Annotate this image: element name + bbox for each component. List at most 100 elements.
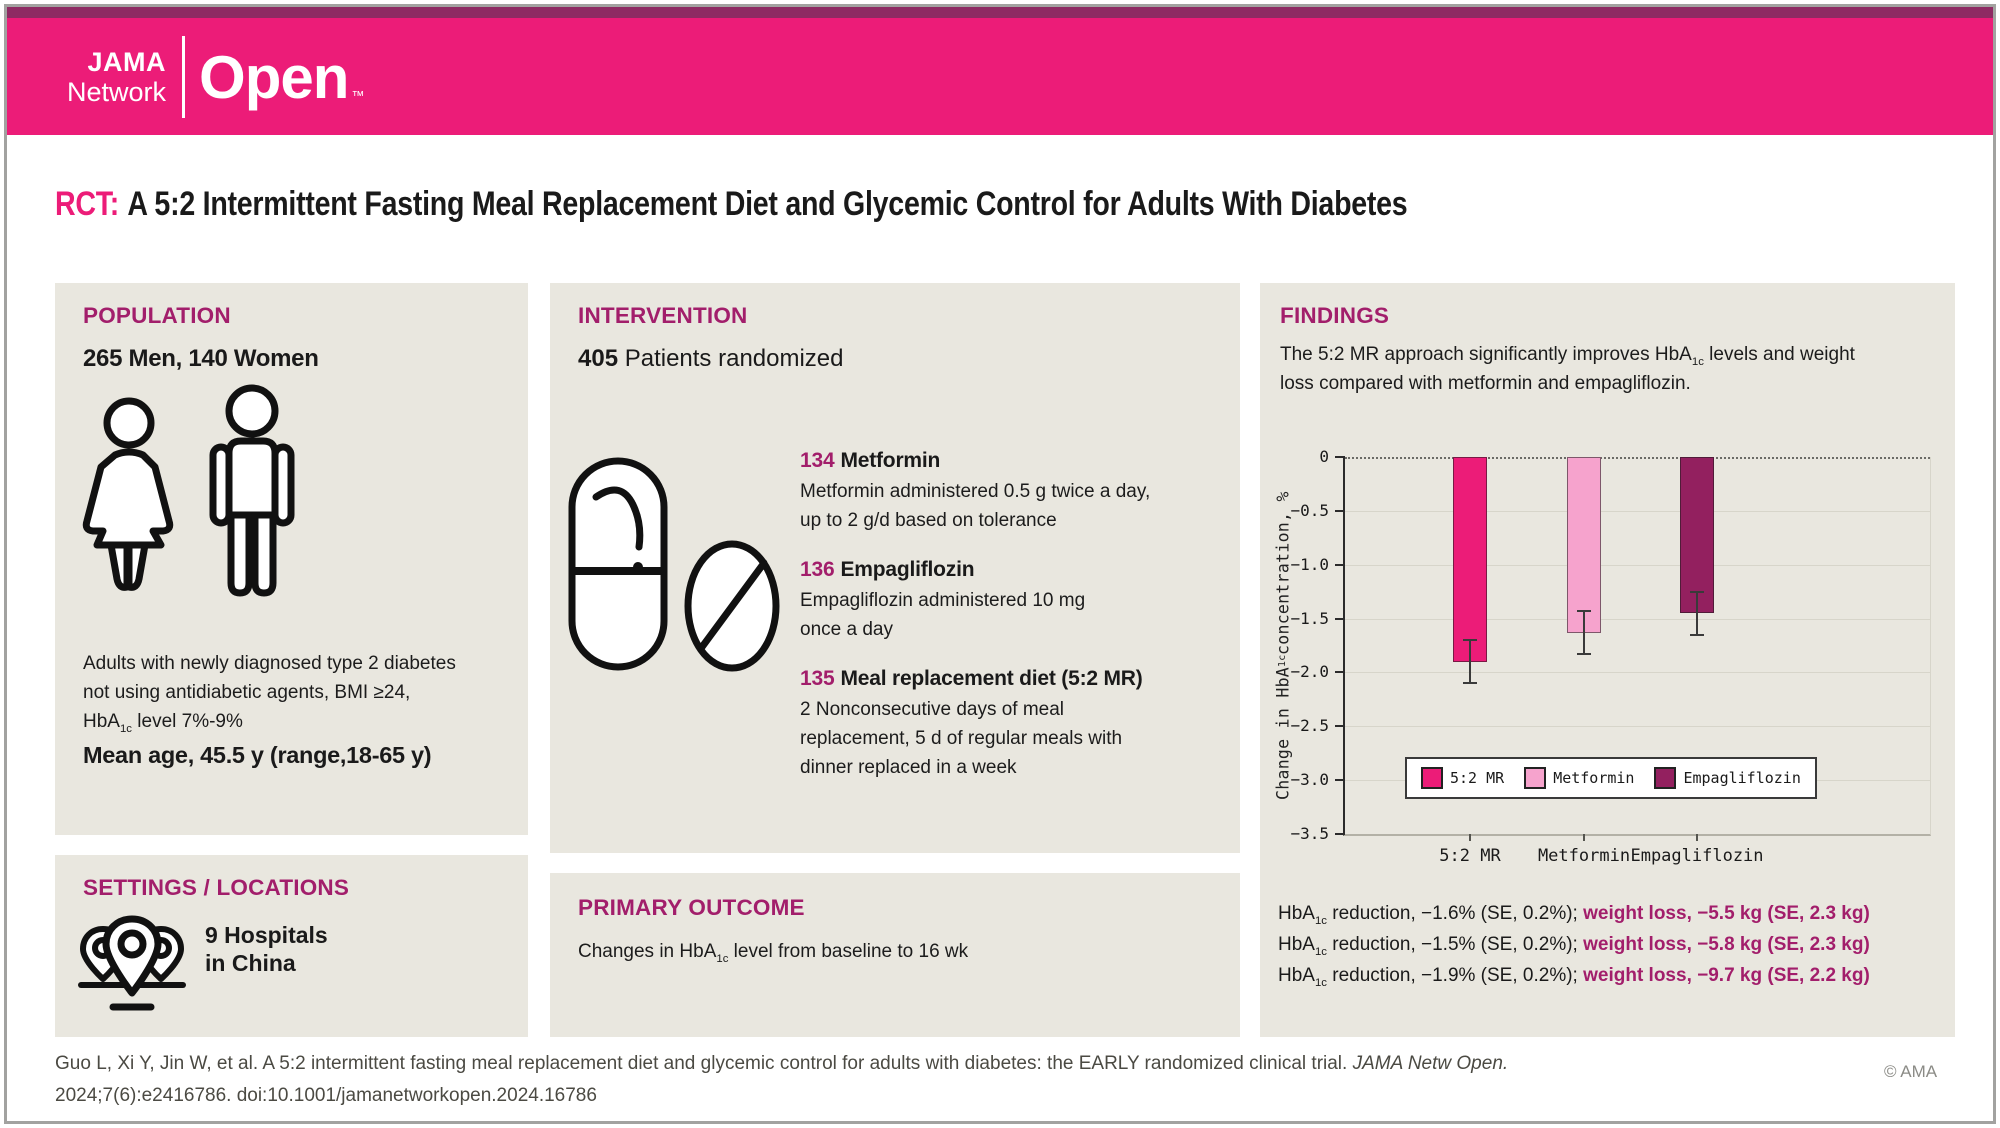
error-bar-cap [1690, 633, 1704, 636]
primary-outcome-heading: PRIMARY OUTCOME [578, 895, 805, 920]
patients-randomized-count: 405 [578, 345, 619, 372]
y-axis-tick [1335, 779, 1345, 782]
x-tick-label-5-2-mr: 5:2 MR [1439, 846, 1501, 866]
map-pins-icon [73, 911, 191, 1020]
group-meal-replacement: 135 Meal replacement diet (5:2 MR) 2 Nonc… [800, 667, 1230, 782]
y-tick-label: −3.0 [1290, 770, 1329, 790]
patients-randomized-label: Patients randomized [618, 345, 844, 372]
capsule-pill-icon [564, 453, 672, 680]
findings-panel: FINDINGS The 5:2 MR approach significant… [1260, 283, 1955, 1037]
group-name: Metformin [840, 449, 941, 472]
gridline [1345, 510, 1930, 512]
findings-results: HbA1c reduction, −1.6% (SE, 0.2%); weigh… [1278, 898, 1870, 991]
y-tick-label: −2.0 [1290, 662, 1329, 682]
x-tick-label-metformin: Metformin [1537, 846, 1631, 866]
intervention-panel: INTERVENTION 405 Patients randomized 134… [550, 283, 1240, 853]
legend-swatch [1524, 767, 1547, 789]
jama-network-open-logo: JAMA Network Open ™ [67, 36, 364, 118]
group-count: 135 [800, 667, 835, 690]
y-axis-tick [1335, 617, 1345, 620]
legend-label: 5:2 MR [1450, 769, 1505, 787]
legend-item-metformin: Metformin [1524, 767, 1634, 789]
primary-outcome-panel: PRIMARY OUTCOME Changes in HbA1c level f… [550, 873, 1240, 1037]
woman-icon [73, 393, 183, 610]
group-description: 2 Nonconsecutive days of meal replacement… [800, 699, 1123, 778]
patients-randomized: 405 Patients randomized [578, 345, 844, 373]
legend-swatch [1421, 767, 1443, 789]
group-count: 136 [800, 558, 835, 581]
group-description: Empagliflozin administered 10 mg once a d… [800, 590, 1086, 640]
findings-heading: FINDINGS [1280, 303, 1390, 328]
y-tick-label: −2.5 [1290, 716, 1329, 736]
error-bar-cap [1577, 653, 1591, 656]
title-text: A 5:2 Intermittent Fasting Meal Replacem… [127, 185, 1408, 223]
network-logo-text: Network [67, 77, 167, 107]
gridline [1345, 618, 1930, 620]
settings-line1: 9 Hospitals [205, 922, 328, 948]
settings-text: 9 Hospitals in China [205, 921, 328, 977]
x-axis-tick [1469, 834, 1471, 841]
group-empagliflozin: 136 Empagliflozin Empagliflozin administe… [800, 558, 1230, 644]
group-name: Empagliflozin [840, 558, 975, 581]
error-bar-cap [1690, 590, 1704, 593]
group-title: 135 Meal replacement diet (5:2 MR) [800, 667, 1230, 691]
population-stat: 265 Men, 140 Women [83, 345, 319, 372]
copyright-notice: © AMA [1884, 1062, 1938, 1081]
y-axis-tick [1335, 725, 1345, 728]
x-axis-tick [1696, 834, 1698, 841]
open-logo-text: Open [199, 43, 349, 111]
x-tick-label-empagliflozin: Empagliflozin [1630, 846, 1764, 866]
result-line-3: HbA1c reduction, −1.9% (SE, 0.2%); weigh… [1278, 965, 1870, 989]
findings-summary: The 5:2 MR approach significantly improv… [1280, 344, 1855, 394]
settings-heading: SETTINGS / LOCATIONS [83, 875, 350, 900]
population-panel: POPULATION 265 Men, 140 Women [55, 283, 528, 835]
trademark-symbol: ™ [351, 87, 364, 103]
error-bar-cap [1463, 639, 1477, 642]
legend-item-5-2-mr: 5:2 MR [1421, 767, 1504, 789]
jama-network-wordmark: JAMA Network [67, 47, 166, 107]
group-metformin: 134 Metformin Metformin administered 0.5 … [800, 449, 1230, 535]
logo-divider [182, 36, 186, 118]
group-title: 136 Empagliflozin [800, 558, 1230, 582]
tablet-pill-icon [680, 535, 784, 682]
group-name: Meal replacement diet (5:2 MR) [840, 667, 1143, 690]
error-bar-empagliflozin [1696, 591, 1698, 635]
y-axis-tick [1335, 456, 1345, 458]
findings-bar-chart: 0 −0.5 −1.0 −1.5 −2.0 −2.5 −3.0 −3.5 5:2 MR Metfo… [1290, 447, 1931, 866]
gridline [1345, 564, 1930, 566]
population-heading: POPULATION [83, 303, 231, 328]
intervention-heading: INTERVENTION [578, 303, 748, 328]
title-rct-prefix: RCT: [55, 185, 120, 223]
intervention-groups: 134 Metformin Metformin administered 0.5 … [800, 449, 1230, 805]
legend-label: Metformin [1553, 769, 1635, 787]
population-description: Adults with newly diagnosed type 2 diabe… [83, 653, 456, 735]
group-description: Metformin administered 0.5 g twice a day… [800, 481, 1151, 531]
y-axis-tick [1335, 563, 1345, 566]
error-bar-5-2-mr [1469, 640, 1471, 684]
y-axis-tick [1335, 509, 1345, 512]
bar-metformin [1567, 457, 1601, 633]
y-axis-tick [1335, 671, 1345, 674]
legend-item-empagliflozin: Empagliflozin [1654, 767, 1801, 789]
y-tick-label: −3.5 [1290, 824, 1329, 843]
settings-locations-panel: SETTINGS / LOCATIONS 9 Hospitals in Chin… [55, 855, 528, 1037]
man-icon [191, 383, 313, 610]
y-tick-label: −1.5 [1290, 608, 1329, 628]
page-title: RCT: A 5:2 Intermittent Fasting Meal Repl… [55, 185, 1408, 224]
result-line-2: HbA1c reduction, −1.5% (SE, 0.2%); weigh… [1278, 934, 1870, 958]
jama-logo-text: JAMA [87, 47, 167, 77]
y-axis-tick [1335, 833, 1345, 835]
error-bar-cap [1577, 610, 1591, 613]
y-tick-label: −0.5 [1290, 500, 1329, 520]
y-tick-label: −1.0 [1290, 554, 1329, 574]
masthead: JAMA Network Open ™ [7, 18, 1993, 135]
result-line-1: HbA1c reduction, −1.6% (SE, 0.2%); weigh… [1278, 903, 1870, 927]
error-bar-cap [1463, 682, 1477, 685]
settings-line2: in China [205, 950, 296, 976]
open-wordmark: Open ™ [199, 43, 364, 112]
gridline [1345, 672, 1930, 674]
zero-gridline [1345, 457, 1930, 459]
legend-label: Empagliflozin [1683, 769, 1801, 787]
y-tick-label: 0 [1319, 447, 1329, 466]
error-bar-metformin [1583, 611, 1585, 655]
